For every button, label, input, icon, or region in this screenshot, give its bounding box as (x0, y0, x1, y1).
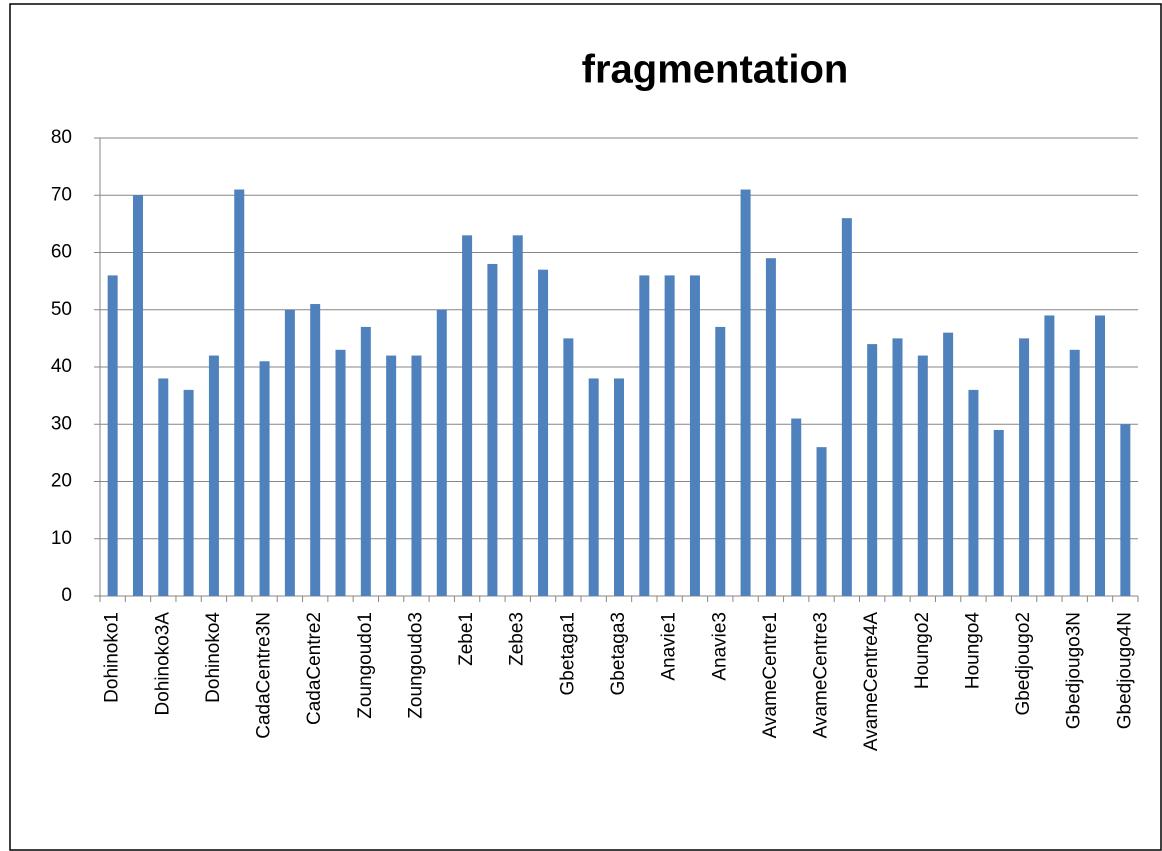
x-tick-label: Gbedjougo3N (1064, 612, 1085, 729)
bar (1019, 338, 1030, 596)
bar (259, 361, 270, 596)
bar (132, 195, 143, 596)
bar (892, 338, 903, 596)
x-tick-label: Dohinoko1 (102, 612, 123, 703)
y-tick-label: 40 (51, 356, 72, 377)
bar (234, 189, 245, 596)
bar (841, 218, 852, 596)
bar (563, 338, 574, 596)
bar (740, 189, 751, 596)
x-tick-label: CadaCentre2 (304, 612, 325, 725)
x-tick-label: Dohinoko4 (203, 612, 224, 703)
x-tick-label: Gbedjougo4N (1114, 612, 1135, 729)
bar (284, 309, 295, 596)
bar (816, 447, 827, 596)
x-tick-label: Houngo2 (912, 612, 933, 689)
x-tick-label: AvameCentre4A (861, 612, 882, 751)
y-tick-label: 50 (51, 299, 72, 320)
y-tick-label: 20 (51, 471, 72, 492)
x-tick-label: Zoungoudo3 (405, 612, 426, 719)
bar (360, 326, 371, 596)
x-tick-label: Anavie3 (709, 612, 730, 681)
bar (765, 258, 776, 596)
y-tick-label: 0 (61, 585, 72, 606)
y-tick-label: 60 (51, 242, 72, 263)
x-tick-label: Dohinoko3A (152, 612, 173, 716)
bar (1095, 315, 1106, 596)
y-tick-label: 30 (51, 413, 72, 434)
bar (917, 355, 928, 596)
bar (1069, 349, 1080, 596)
bar (943, 332, 954, 596)
bar (791, 418, 802, 596)
bar (588, 378, 599, 596)
bar (715, 326, 726, 596)
bar (512, 235, 523, 596)
x-tick-label: Zoungoudo1 (355, 612, 376, 719)
y-tick-label: 70 (51, 184, 72, 205)
x-tick-label: Gbetaga1 (557, 612, 578, 695)
bar (689, 275, 700, 596)
bar (993, 429, 1004, 596)
bar (158, 378, 169, 596)
bar (335, 349, 346, 596)
x-tick-label: Houngo4 (962, 612, 983, 690)
bar (664, 275, 675, 596)
x-tick-label: AvameCentre1 (760, 612, 781, 738)
bar (867, 344, 878, 596)
y-tick-label: 10 (51, 528, 72, 549)
chart-border (9, 3, 1162, 851)
x-tick-label: Gbedjougo2 (1013, 612, 1034, 716)
chart-title: fragmentation (582, 48, 849, 92)
bar (386, 355, 397, 596)
bar (462, 235, 473, 596)
y-tick-label: 80 (51, 127, 72, 148)
bar (538, 269, 549, 596)
bar (183, 389, 194, 596)
x-tick-label: AvameCentre3 (811, 612, 832, 738)
bar (107, 275, 118, 596)
x-tick-label: Anavie1 (659, 612, 680, 681)
x-tick-label: CadaCentre3N (254, 612, 275, 739)
x-tick-label: Zebe3 (507, 612, 528, 666)
bar (614, 378, 624, 596)
x-tick-label: Gbetaga3 (608, 612, 629, 695)
bar (1120, 424, 1131, 596)
bar (436, 309, 447, 596)
x-tick-label: Zebe1 (456, 612, 477, 666)
bar (411, 355, 422, 596)
bar (208, 355, 219, 596)
bar (1044, 315, 1055, 596)
bar (487, 263, 498, 596)
bar (968, 389, 979, 596)
bar (310, 304, 321, 596)
bar (639, 275, 650, 596)
